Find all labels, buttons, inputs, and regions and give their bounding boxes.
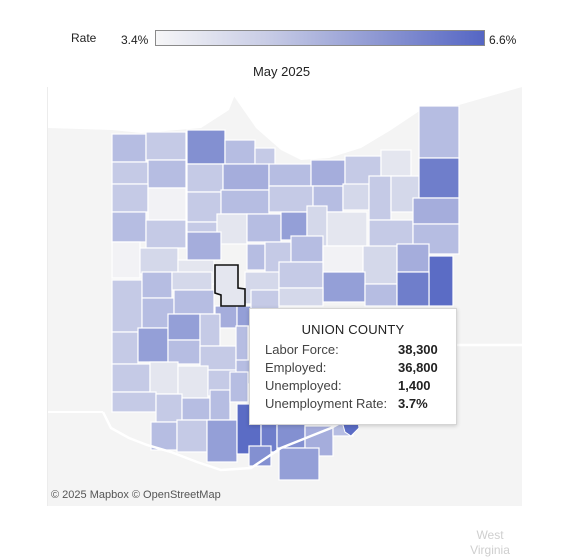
legend-gradient-bar [155,30,485,46]
county-shape[interactable] [396,243,430,273]
county-shape[interactable] [428,255,454,307]
county-shape[interactable] [362,245,398,285]
county-shape[interactable] [418,157,460,199]
county-shape[interactable] [418,105,460,159]
county-shape[interactable] [396,271,430,307]
county-shape[interactable] [368,175,392,221]
county-shape[interactable] [246,243,266,271]
county-shape[interactable] [155,393,183,423]
legend-min-label: 3.4% [121,33,149,47]
tooltip-value: 1,400 [398,378,431,393]
tooltip-value: 38,300 [398,342,438,357]
tooltip-label: Employed: [265,360,327,375]
county-shape[interactable] [111,211,147,243]
map-frame[interactable]: West Virginia [47,87,522,557]
union-county-highlight[interactable] [214,264,246,307]
county-shape[interactable] [342,183,370,211]
county-shape[interactable] [290,235,324,263]
county-shape[interactable] [171,271,213,291]
county-shape[interactable] [111,391,157,413]
county-shape[interactable] [246,213,282,243]
county-shape[interactable] [364,283,398,307]
wv-label-line1: West [476,528,504,542]
county-shape[interactable] [412,197,460,225]
county-shape[interactable] [235,325,249,363]
tooltip-value: 36,800 [398,360,438,375]
county-layer [111,105,460,481]
county-shape[interactable] [181,397,211,421]
legend-title: Rate [71,31,97,45]
county-shape[interactable] [147,187,187,221]
county-shape[interactable] [199,313,221,347]
county-shape[interactable] [322,271,366,303]
tooltip-label: Labor Force: [265,342,339,357]
county-shape[interactable] [167,313,201,341]
county-shape[interactable] [326,211,368,247]
ohio-county-map[interactable] [48,87,522,506]
map-title: May 2025 [252,64,311,79]
west-virginia-label: West Virginia [460,528,520,558]
county-shape[interactable] [278,287,324,307]
county-shape[interactable] [224,139,256,165]
county-shape[interactable] [186,191,222,223]
county-shape[interactable] [111,161,149,185]
county-shape[interactable] [322,245,364,273]
county-shape[interactable] [229,371,249,403]
county-shape[interactable] [278,261,324,289]
county-shape[interactable] [111,363,151,393]
county-shape[interactable] [141,271,173,299]
county-shape[interactable] [111,331,139,365]
county-shape[interactable] [186,129,226,165]
county-shape[interactable] [176,419,208,453]
tooltip-row-labor-force: Labor Force: 38,300 [265,342,440,359]
county-shape[interactable] [147,159,187,189]
county-shape[interactable] [186,163,224,193]
county-shape[interactable] [186,231,222,261]
map-attribution[interactable]: © 2025 Mapbox © OpenStreetMap [51,489,221,501]
tooltip-row-employed: Employed: 36,800 [265,360,440,377]
county-shape[interactable] [111,241,141,279]
county-shape[interactable] [412,223,460,255]
county-shape[interactable] [111,183,149,213]
lake-erie [231,87,522,160]
tooltip-label: Unemployed: [265,378,342,393]
county-shape[interactable] [278,447,320,481]
county-shape[interactable] [150,421,178,451]
county-shape[interactable] [111,133,147,163]
legend-max-label: 6.6% [489,33,517,47]
county-shape[interactable] [380,149,412,177]
tooltip-title: UNION COUNTY [301,322,405,337]
county-shape[interactable] [206,419,238,463]
county-tooltip: UNION COUNTY Labor Force: 38,300 Employe… [249,308,457,425]
county-shape[interactable] [145,219,187,249]
tooltip-value: 3.7% [398,396,428,411]
county-shape[interactable] [220,189,270,215]
county-shape[interactable] [145,131,187,161]
county-shape[interactable] [268,163,312,187]
county-shape[interactable] [167,339,201,365]
county-shape[interactable] [111,279,143,333]
lake-area [48,87,249,133]
tooltip-row-unemployed: Unemployed: 1,400 [265,378,440,395]
county-shape[interactable] [209,389,231,421]
tooltip-row-unemployment-rate: Unemployment Rate: 3.7% [265,396,440,413]
county-shape[interactable] [222,163,270,191]
county-shape[interactable] [139,247,179,275]
county-shape[interactable] [149,361,179,395]
tooltip-label: Unemployment Rate: [265,396,388,411]
wv-label-line2: Virginia [470,543,510,557]
county-shape[interactable] [173,289,215,315]
county-shape[interactable] [268,185,314,213]
county-shape[interactable] [310,159,346,187]
county-shape[interactable] [177,365,209,399]
county-shape[interactable] [137,327,169,363]
